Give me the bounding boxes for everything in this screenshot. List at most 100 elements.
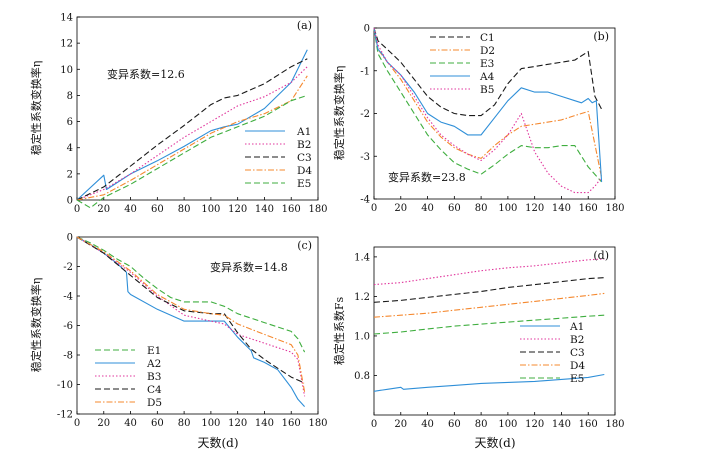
y-tick-label: -3 — [360, 152, 370, 163]
series-line-b5 — [373, 27, 603, 194]
x-tick-label: 160 — [282, 204, 301, 215]
x-tick-label: 100 — [498, 203, 517, 214]
series-line-c3 — [373, 277, 605, 303]
x-tick-label: 140 — [552, 419, 571, 430]
chart-panel-a: 0 20 40 60 80 100 120 140 160 180 0 2 4 6 8 10 12 14 A1B2C… — [29, 13, 328, 216]
y-tick-label: 0.8 — [354, 371, 370, 382]
series-line-c4 — [76, 236, 305, 384]
series-line-c1 — [373, 27, 603, 117]
y-tick-label: -12 — [57, 410, 73, 421]
y-tick-label: 0 — [67, 233, 73, 244]
x-tick-label: 60 — [448, 203, 461, 214]
x-tick-label: 180 — [308, 204, 327, 215]
series-line-c3 — [76, 58, 308, 201]
legend-label: D2 — [480, 45, 495, 57]
x-tick-label: 80 — [475, 419, 488, 430]
x-tick-label: 60 — [448, 419, 461, 430]
y-tick-label: -2 — [360, 109, 370, 120]
x-tick-label: 120 — [525, 419, 544, 430]
x-tick-label: 20 — [394, 419, 407, 430]
legend-label: C3 — [297, 152, 312, 164]
x-tick-label: 120 — [525, 203, 544, 214]
legend-label: B3 — [147, 371, 161, 383]
y-tick-label: 6 — [67, 117, 73, 128]
x-tick-label: 20 — [97, 418, 110, 429]
x-tick-label: 180 — [308, 418, 327, 429]
legend-label: B2 — [297, 139, 311, 151]
legend-label: A1 — [569, 321, 584, 333]
series-line-d4 — [76, 75, 308, 201]
series-line-a1 — [76, 49, 308, 201]
y-tick-label: -2 — [63, 262, 73, 273]
panel-label: (b) — [593, 30, 609, 43]
y-tick-label: 10 — [60, 65, 73, 76]
chart-panel-b: 0 20 40 60 80 100 120 140 160 180 0 -1 -2 -3 -4 C1D2E3A… — [332, 24, 625, 215]
y-tick-label: 1.2 — [354, 292, 370, 303]
series-line-b3 — [76, 236, 306, 397]
y-tick-label: 4 — [67, 143, 73, 154]
y-tick-label: 14 — [60, 13, 73, 24]
legend-label: E3 — [480, 58, 494, 70]
x-axis-label-left: 天数(d) — [197, 435, 238, 450]
x-tick-label: 180 — [605, 203, 624, 214]
legend-label: A1 — [296, 126, 311, 138]
series-line-b2 — [76, 66, 308, 201]
y-tick-label: 12 — [60, 39, 73, 50]
legend-label: D4 — [297, 165, 312, 177]
y-tick-label: 0 — [67, 196, 73, 207]
x-tick-label: 160 — [579, 203, 598, 214]
y-tick-label: 1.4 — [354, 252, 370, 263]
legend-label: B2 — [570, 334, 584, 346]
x-tick-label: 40 — [421, 419, 434, 430]
x-tick-label: 80 — [178, 204, 191, 215]
x-tick-label: 40 — [124, 418, 137, 429]
y-tick-label: 8 — [67, 91, 73, 102]
series-line-d2 — [373, 27, 603, 178]
legend-label: A2 — [146, 358, 161, 370]
x-tick-label: 100 — [498, 419, 517, 430]
series-line-a1 — [373, 373, 605, 392]
y-tick-label: -10 — [57, 380, 73, 391]
legend-label: C4 — [147, 384, 162, 396]
legend-label: B5 — [480, 84, 494, 96]
y-axis-label: 稳定性系数变换率η — [29, 61, 43, 156]
x-tick-label: 140 — [255, 418, 274, 429]
x-tick-label: 120 — [228, 418, 247, 429]
series-line-e1 — [76, 236, 306, 353]
x-tick-label: 100 — [201, 204, 220, 215]
x-axis-label-right: 天数(d) — [474, 435, 515, 450]
variation-coefficient-note: 变异系数=14.8 — [210, 260, 288, 274]
x-tick-label: 0 — [74, 204, 80, 215]
x-tick-label: 20 — [97, 204, 110, 215]
plot-frame — [373, 246, 616, 416]
x-tick-label: 0 — [371, 203, 377, 214]
series-line-b2 — [373, 258, 605, 286]
legend-label: A4 — [479, 71, 495, 83]
y-tick-label: 0 — [364, 24, 370, 35]
panel-label: (a) — [297, 19, 312, 32]
x-tick-label: 80 — [475, 203, 488, 214]
legend-label: D4 — [570, 360, 585, 372]
x-tick-label: 0 — [371, 419, 377, 430]
legend-label: E1 — [147, 345, 161, 357]
x-tick-label: 60 — [151, 418, 164, 429]
series-line-e5 — [373, 314, 605, 335]
chart-panel-d: 0 20 40 60 80 100 120 140 160 180 0.8 1.0 1.2 1.4 A1B2… — [332, 246, 625, 430]
chart-panel-c: 0 20 40 60 80 100 120 140 160 180 0 -2 -4 -6 -8 -10 -12 E… — [29, 233, 328, 430]
x-tick-label: 0 — [74, 418, 80, 429]
y-tick-label: 1.0 — [354, 331, 370, 342]
legend-label: D5 — [147, 397, 162, 409]
y-tick-label: -4 — [360, 195, 370, 206]
y-tick-label: 2 — [67, 169, 73, 180]
x-tick-label: 160 — [282, 418, 301, 429]
x-tick-label: 180 — [605, 419, 624, 430]
legend-label: C3 — [570, 347, 585, 359]
x-tick-label: 160 — [579, 419, 598, 430]
legend-label: E5 — [570, 373, 584, 385]
legend-label: E5 — [297, 178, 311, 190]
y-tick-label: -6 — [63, 321, 73, 332]
variation-coefficient-note: 变异系数=12.6 — [107, 67, 185, 81]
x-tick-label: 80 — [178, 418, 191, 429]
plot-frame — [76, 16, 319, 201]
